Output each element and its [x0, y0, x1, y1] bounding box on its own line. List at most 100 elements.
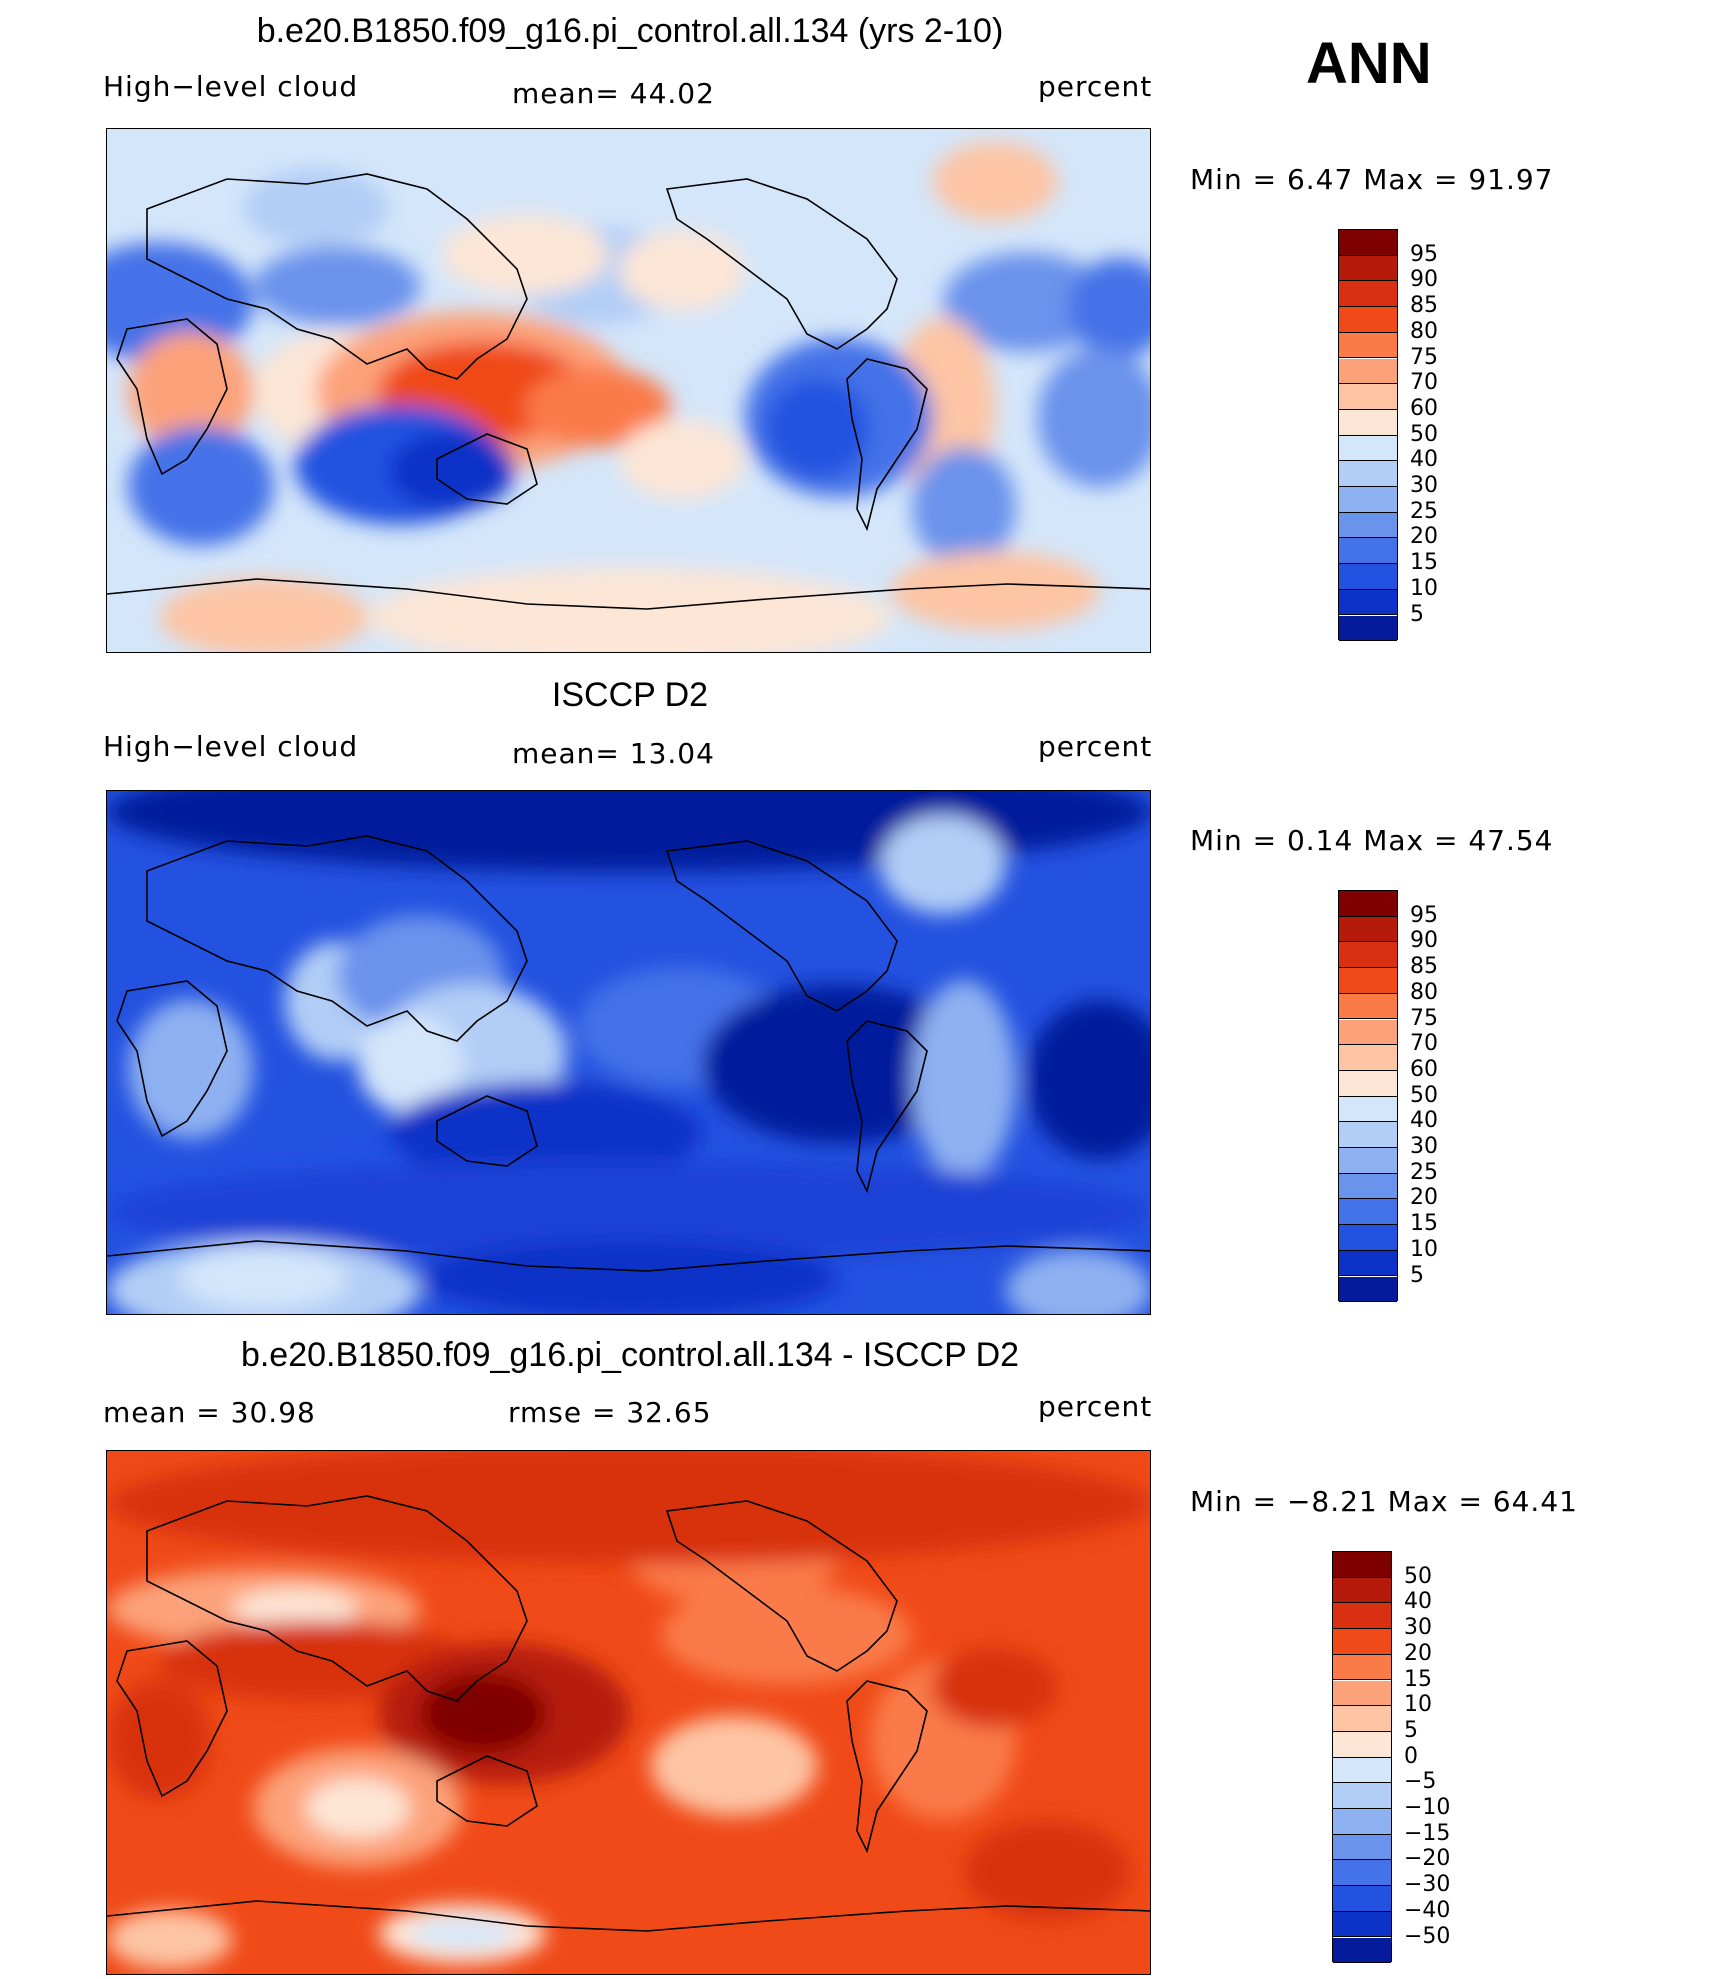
colorbar-swatch	[1339, 409, 1397, 436]
field-contour	[357, 1014, 463, 1114]
colorbar-swatch	[1333, 1629, 1391, 1655]
colorbar-tick-label: 20	[1410, 524, 1438, 550]
panel-3-rmse-label: rmse = 32.65	[508, 1396, 712, 1429]
colorbar-tick-label: 20	[1404, 1640, 1432, 1666]
colorbar-tick-label: 40	[1410, 447, 1438, 473]
field-contour	[420, 1239, 839, 1314]
colorbar-tick-label: 30	[1410, 473, 1438, 498]
colorbar-tick-label: 25	[1410, 498, 1438, 524]
colorbar-tick-label: 95	[1410, 241, 1438, 267]
colorbar-tick-label: 85	[1410, 293, 1438, 319]
colorbar-swatch	[1339, 1173, 1397, 1200]
coastline	[846, 1680, 928, 1854]
colorbar-tick-label: −40	[1404, 1897, 1451, 1923]
colorbar-swatch	[1333, 1886, 1391, 1912]
field-contour	[1068, 257, 1150, 358]
colorbar-swatch	[1339, 1070, 1397, 1097]
colorbar-swatch	[1339, 1250, 1397, 1277]
field-contour	[368, 567, 891, 652]
panel-3-title: b.e20.B1850.f09_g16.pi_control.all.134 -…	[240, 1336, 1020, 1374]
colorbar-swatch	[1339, 564, 1397, 590]
colorbar-swatch	[1339, 538, 1397, 565]
field-contour	[232, 1588, 358, 1629]
colorbar-swatch	[1339, 512, 1397, 539]
field-contour	[932, 1647, 1058, 1728]
colorbar-swatch	[1339, 1276, 1397, 1303]
colorbar-swatch	[1339, 435, 1397, 462]
colorbar-tick-label: 50	[1410, 421, 1438, 447]
field-contour	[660, 1584, 912, 1685]
colorbar-tick-label: −5	[1404, 1769, 1437, 1795]
colorbar-box	[1332, 1551, 1392, 1964]
field-contour	[525, 367, 672, 448]
colorbar-tick-label: 10	[1404, 1692, 1432, 1718]
field-contour	[420, 1673, 546, 1754]
field-contour	[911, 447, 1017, 567]
colorbar-tick-label: 10	[1410, 575, 1438, 601]
field-contour	[127, 999, 254, 1140]
colorbar-tick-label: 0	[1404, 1743, 1418, 1769]
panel-3-map	[106, 1450, 1151, 1975]
colorbar-tick-label: 30	[1404, 1615, 1432, 1641]
field-contour	[107, 1161, 1150, 1261]
field-contour	[1026, 999, 1150, 1160]
panel-2-variable-label: High−level cloud	[103, 730, 359, 763]
colorbar-tick-label: −30	[1404, 1872, 1451, 1898]
coastline	[665, 1500, 898, 1672]
panel-2-map	[106, 790, 1151, 1315]
colorbar-swatch	[1333, 1680, 1391, 1707]
field-contour	[890, 551, 1100, 631]
panel-2-mean-label: mean= 13.04	[512, 737, 715, 770]
coastline	[436, 1755, 538, 1827]
field-contour	[932, 141, 1058, 222]
field-contour	[107, 242, 254, 363]
colorbar-tick-label: 90	[1410, 928, 1438, 954]
colorbar-swatch	[1339, 942, 1397, 969]
colorbar-swatch	[1339, 358, 1397, 385]
colorbar-box	[1338, 229, 1398, 642]
map-field	[107, 129, 1150, 652]
panel-2-title: ISCCP D2	[551, 676, 709, 714]
colorbar-tick-label: 60	[1410, 1056, 1438, 1082]
colorbar-swatch	[1339, 384, 1397, 410]
field-contour	[619, 419, 745, 500]
field-contour	[943, 252, 1111, 353]
colorbar-tick-label: 40	[1404, 1589, 1432, 1615]
field-contour	[127, 426, 275, 546]
field-contour	[305, 1778, 411, 1838]
colorbar-swatch	[1333, 1706, 1391, 1732]
colorbar-tick-label: 25	[1410, 1159, 1438, 1185]
panel-1-title: b.e20.B1850.f09_g16.pi_control.all.134 (…	[256, 12, 1004, 50]
colorbar-tick-label: 60	[1410, 395, 1438, 421]
coastline	[665, 840, 898, 1012]
colorbar-swatch	[1339, 307, 1397, 333]
colorbar-tick-label: 30	[1410, 1134, 1438, 1159]
colorbar-swatch	[1333, 1731, 1391, 1758]
coastline	[116, 1640, 228, 1798]
colorbar-tick-label: 15	[1410, 550, 1438, 576]
colorbar-swatch	[1339, 1096, 1397, 1123]
field-contour	[963, 1821, 1132, 1921]
colorbar-tick-label: 5	[1410, 1262, 1424, 1288]
field-contour	[619, 230, 745, 311]
coastline	[436, 433, 538, 505]
colorbar-swatch	[1333, 1783, 1391, 1809]
colorbar-tick-label: 70	[1410, 1031, 1438, 1057]
field-contour	[107, 1679, 212, 1800]
season-label: ANN	[1306, 31, 1432, 96]
colorbar-tick-label: 50	[1410, 1082, 1438, 1108]
coastline	[107, 1240, 1150, 1272]
field-contour	[107, 1451, 1150, 1564]
panel-1-units-label: percent	[1038, 70, 1153, 103]
colorbar-swatch	[1339, 1122, 1397, 1148]
colorbar-tick-label: −10	[1404, 1795, 1451, 1820]
coastline	[436, 1095, 538, 1167]
colorbar-tick-label: 80	[1410, 318, 1438, 344]
colorbar-swatch	[1333, 1834, 1391, 1861]
colorbar-swatch	[1333, 1654, 1391, 1681]
colorbar-swatch	[1333, 1603, 1391, 1630]
panel-3-minmax: Min = −8.21 Max = 64.41	[1190, 1485, 1578, 1518]
colorbar-tick-label: 15	[1410, 1211, 1438, 1237]
colorbar-swatch	[1333, 1809, 1391, 1835]
coastline	[116, 980, 228, 1138]
